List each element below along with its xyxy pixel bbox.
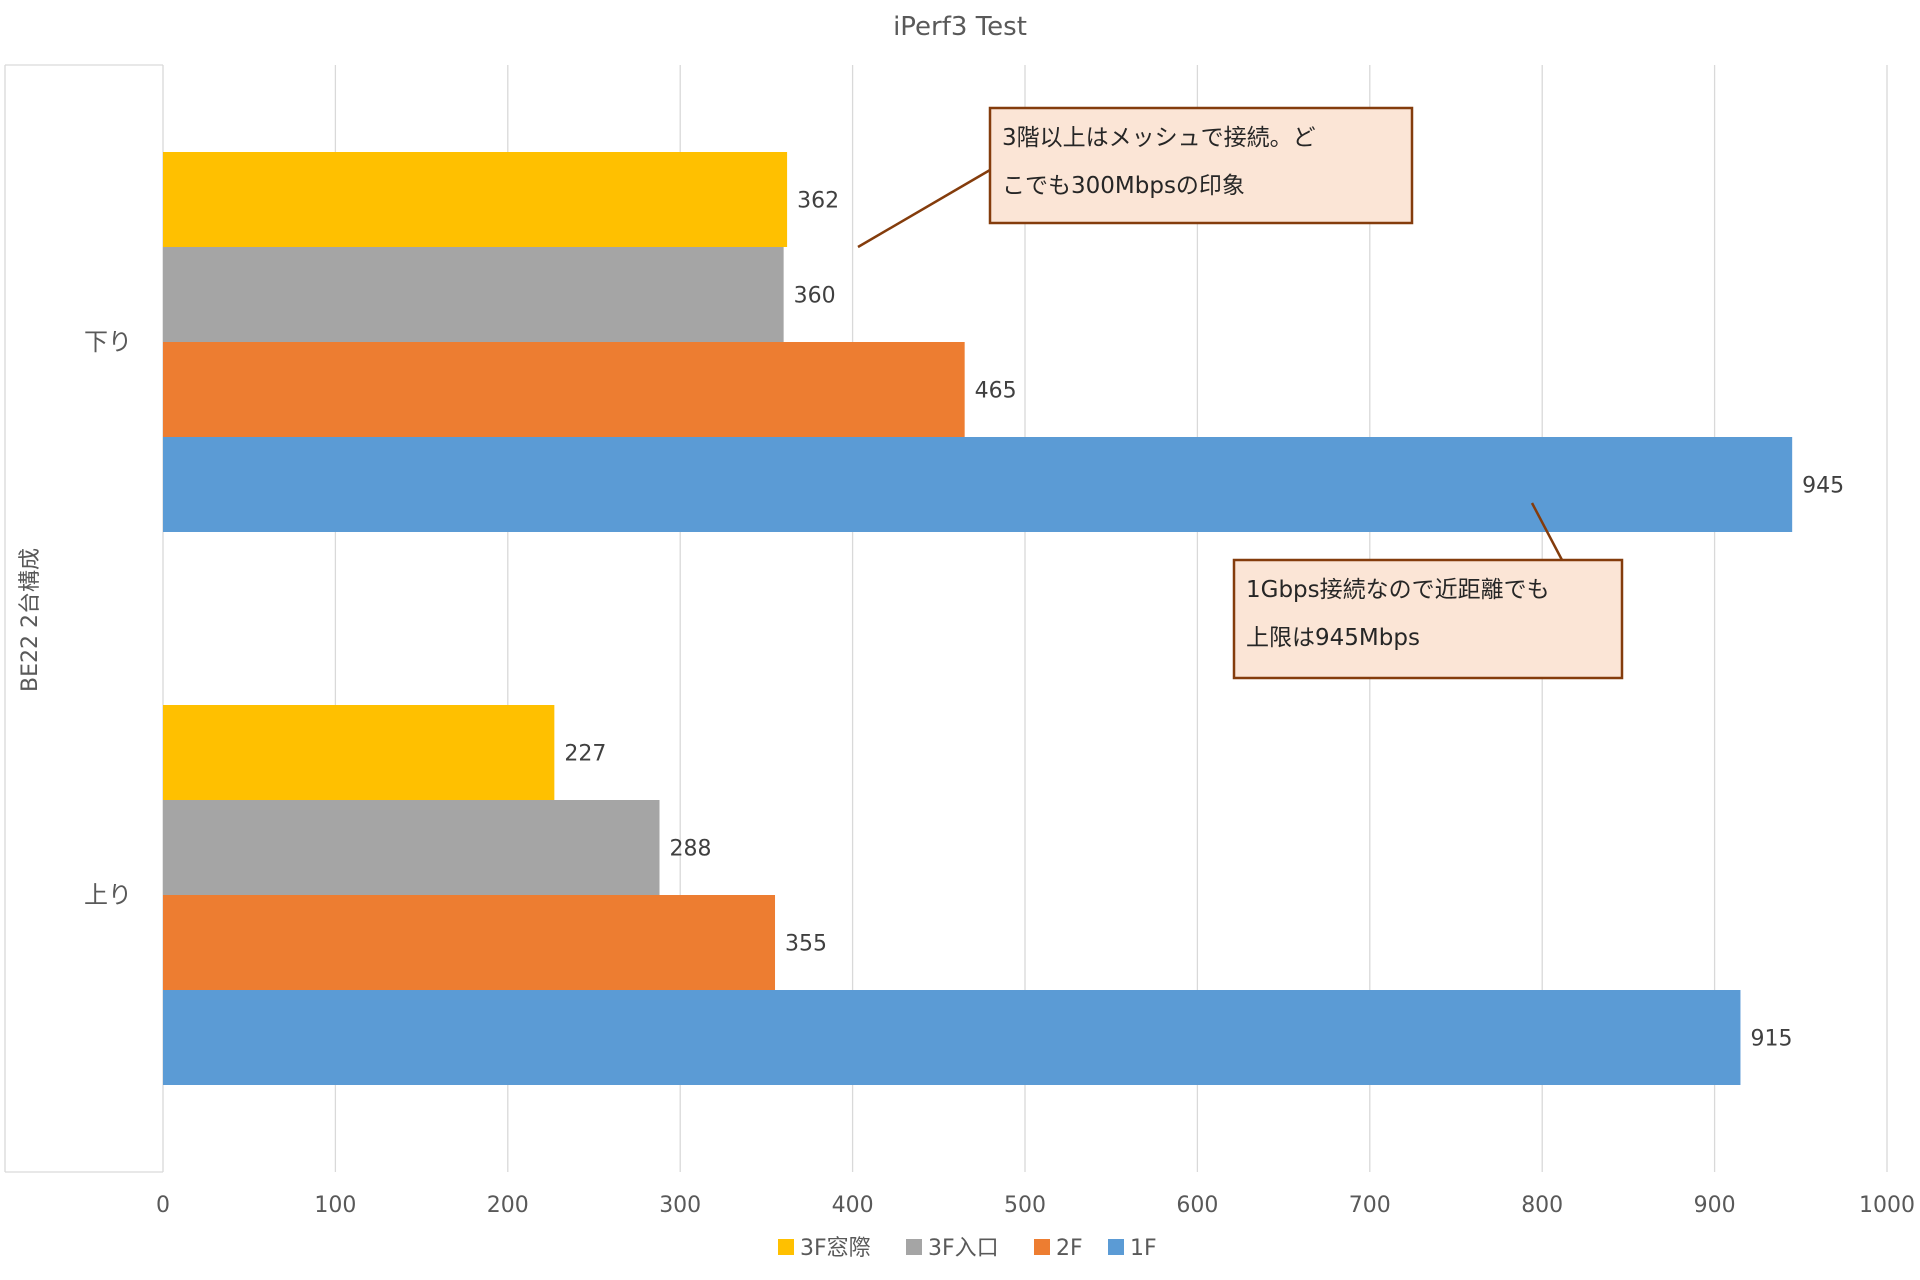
callout-leader: [1530, 502, 1564, 561]
x-tick-label: 400: [832, 1193, 874, 1218]
data-label: 288: [670, 837, 712, 862]
bar: [163, 342, 965, 437]
data-label: 362: [797, 189, 839, 214]
x-tick-label: 900: [1694, 1193, 1736, 1218]
legend-swatch: [778, 1239, 794, 1255]
data-labels: 362 360 465 945 227 288 355 915: [564, 189, 1844, 1052]
bars: [163, 152, 1793, 1085]
legend-swatch: [906, 1239, 922, 1255]
data-label: 227: [564, 742, 606, 767]
data-label: 355: [785, 932, 827, 957]
legend-item: 3F窓際: [778, 1236, 871, 1261]
axis-frame: [4, 64, 163, 1173]
x-tick-label: 200: [487, 1193, 529, 1218]
data-label: 465: [975, 379, 1017, 404]
legend-label: 2F: [1056, 1236, 1083, 1261]
data-label: 915: [1750, 1027, 1792, 1052]
bar: [163, 437, 1793, 532]
x-tick-label: 500: [1004, 1193, 1046, 1218]
group-axis-label: BE22 2台構成: [18, 548, 43, 692]
callout-box: [1232, 558, 1624, 680]
bar: [163, 990, 1741, 1085]
legend-label: 3F窓際: [800, 1236, 871, 1261]
legend-swatch: [1034, 1239, 1050, 1255]
legend-swatch: [1108, 1239, 1124, 1255]
legend-item: 2F: [1034, 1236, 1083, 1261]
bar: [163, 705, 555, 800]
category-label: 下り: [84, 328, 132, 356]
x-tick-label: 300: [659, 1193, 701, 1218]
legend-item: 1F: [1108, 1236, 1157, 1261]
x-tick-label: 0: [156, 1193, 170, 1218]
x-tick-labels: 0 100 200 300 400 500 600 700 800 900 1000: [156, 1193, 1915, 1218]
category-label: 上り: [84, 881, 132, 909]
chart-title: iPerf3 Test: [893, 12, 1027, 42]
bar: [163, 800, 660, 895]
callout-text: 3階以上はメッシュで接続。ど: [1002, 125, 1316, 151]
bar: [163, 247, 784, 342]
legend-label: 3F入口: [928, 1236, 999, 1261]
legend: 3F窓際 3F入口 2F 1F: [778, 1236, 1157, 1261]
callout-text: 1Gbps接続なので近距離でも: [1246, 577, 1550, 603]
bar: [163, 152, 788, 247]
legend-label: 1F: [1130, 1236, 1157, 1261]
x-tick-label: 700: [1349, 1193, 1391, 1218]
data-label: 945: [1802, 474, 1844, 499]
callout-text: 上限は945Mbps: [1246, 625, 1420, 651]
callout-leader: [857, 168, 991, 249]
legend-item: 3F入口: [906, 1236, 999, 1261]
x-tick-label: 1000: [1859, 1193, 1915, 1218]
callout-text: こでも300Mbpsの印象: [1002, 173, 1245, 199]
x-tick-label: 600: [1176, 1193, 1218, 1218]
callout-box: [988, 106, 1414, 225]
data-label: 360: [794, 284, 836, 309]
bar: [163, 895, 776, 990]
x-tick-label: 100: [314, 1193, 356, 1218]
x-tick-label: 800: [1521, 1193, 1563, 1218]
